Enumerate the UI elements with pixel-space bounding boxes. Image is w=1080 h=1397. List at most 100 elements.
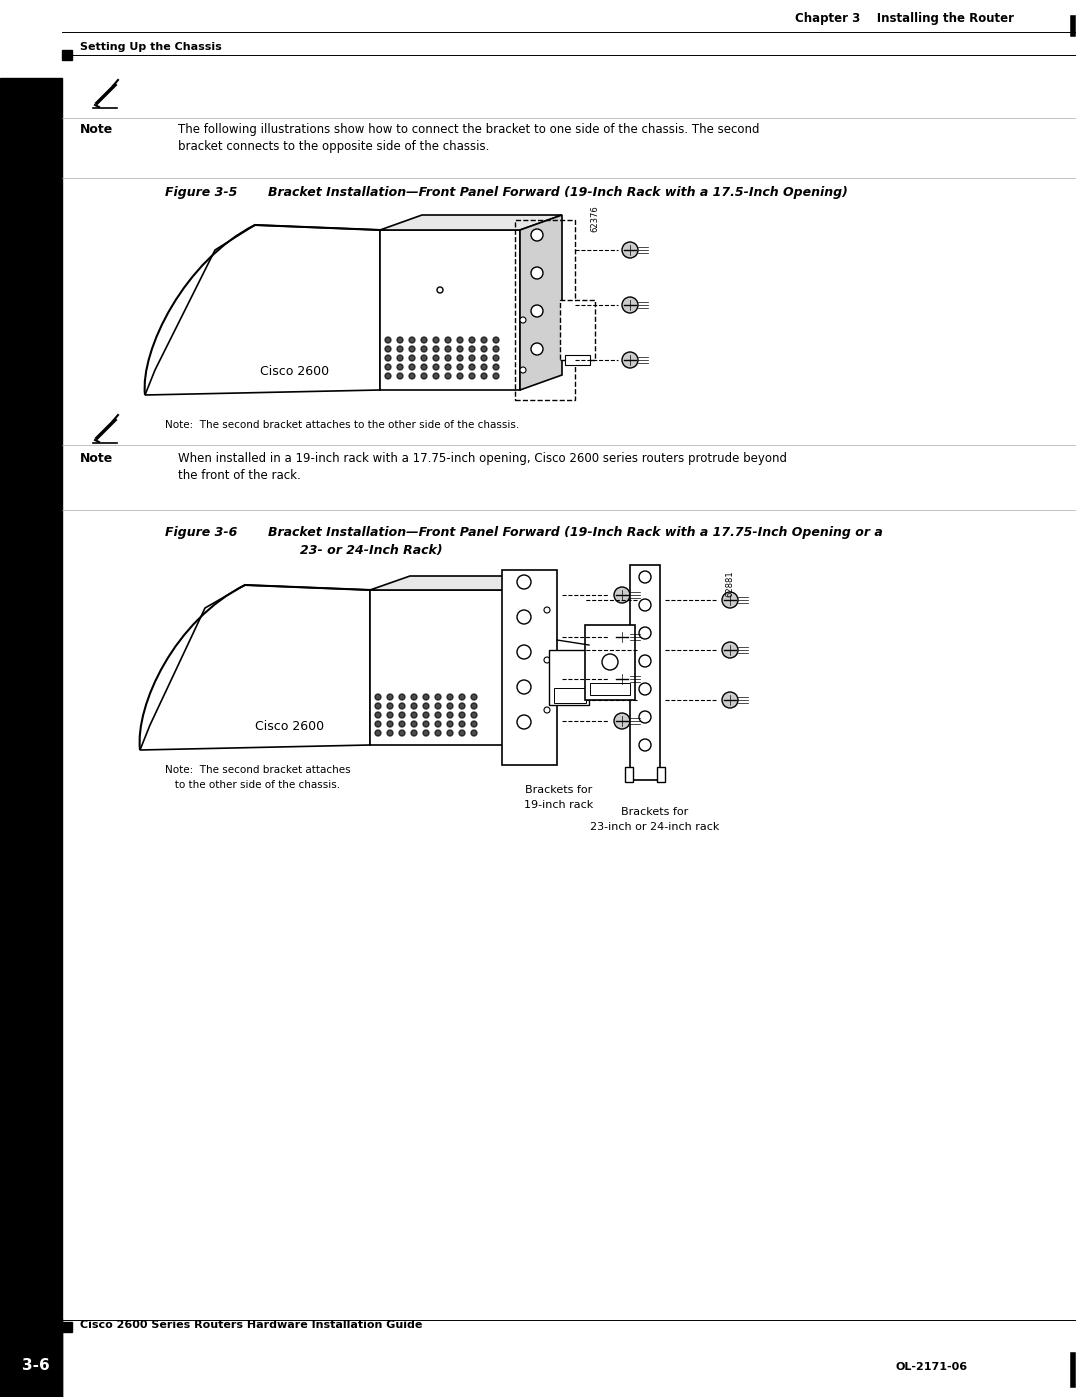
Circle shape [492,346,499,352]
Circle shape [423,731,429,736]
Circle shape [517,610,531,624]
Circle shape [531,229,543,242]
Circle shape [387,703,393,710]
Circle shape [421,365,427,370]
Circle shape [411,694,417,700]
Circle shape [409,365,415,370]
Circle shape [471,721,477,726]
Circle shape [375,712,381,718]
Text: 23- or 24-Inch Rack): 23- or 24-Inch Rack) [300,543,443,557]
Circle shape [517,576,531,590]
Circle shape [397,355,403,360]
Circle shape [409,337,415,344]
Bar [625,767,633,782]
Bar [554,687,586,703]
Polygon shape [140,585,370,750]
Circle shape [397,365,403,370]
Circle shape [423,694,429,700]
Bar [561,300,595,360]
Circle shape [459,721,465,726]
Circle shape [639,683,651,694]
Circle shape [433,346,438,352]
Circle shape [622,242,638,258]
Circle shape [447,703,453,710]
Text: Bracket Installation—Front Panel Forward (19-Inch Rack with a 17.75-Inch Opening: Bracket Installation—Front Panel Forward… [268,527,882,539]
Circle shape [421,355,427,360]
Circle shape [397,373,403,379]
Circle shape [435,694,441,700]
Circle shape [723,592,738,608]
Circle shape [445,365,451,370]
Circle shape [409,346,415,352]
Text: Chapter 3    Installing the Router: Chapter 3 Installing the Router [795,13,1014,25]
Circle shape [384,346,391,352]
Text: Cisco 2600: Cisco 2600 [260,365,329,379]
Bar [657,767,665,782]
Circle shape [423,703,429,710]
Circle shape [517,645,531,659]
Circle shape [384,355,391,360]
Circle shape [384,373,391,379]
Text: 62881: 62881 [725,570,734,597]
Circle shape [399,721,405,726]
Bar [590,683,630,694]
Circle shape [492,355,499,360]
Circle shape [375,703,381,710]
Circle shape [469,346,475,352]
Polygon shape [519,215,562,390]
Circle shape [399,731,405,736]
Bar [515,219,575,400]
Text: 19-inch rack: 19-inch rack [525,800,594,810]
Circle shape [622,298,638,313]
Circle shape [639,599,651,610]
Circle shape [411,712,417,718]
Circle shape [457,373,463,379]
Circle shape [384,365,391,370]
Circle shape [375,721,381,726]
Bar [502,570,557,766]
Circle shape [544,608,550,613]
Circle shape [409,373,415,379]
Circle shape [375,731,381,736]
Circle shape [615,671,630,687]
Circle shape [471,703,477,710]
Circle shape [517,680,531,694]
Circle shape [471,694,477,700]
Text: When installed in a 19-inch rack with a 17.75-inch opening, Cisco 2600 series ro: When installed in a 19-inch rack with a … [178,453,787,465]
Circle shape [421,373,427,379]
Circle shape [447,712,453,718]
Text: 23-inch or 24-inch rack: 23-inch or 24-inch rack [591,821,719,833]
Bar [630,564,660,780]
Circle shape [517,715,531,729]
Circle shape [387,721,393,726]
Circle shape [445,337,451,344]
Circle shape [433,373,438,379]
Circle shape [459,703,465,710]
Circle shape [457,365,463,370]
Circle shape [544,707,550,712]
Polygon shape [370,576,550,590]
Text: Brackets for: Brackets for [525,785,593,795]
Bar [370,590,510,745]
Circle shape [457,355,463,360]
Text: Bracket Installation—Front Panel Forward (19-Inch Rack with a 17.5-Inch Opening): Bracket Installation—Front Panel Forward… [268,186,848,198]
Circle shape [447,731,453,736]
Circle shape [399,712,405,718]
Circle shape [492,365,499,370]
Bar [549,650,589,705]
Circle shape [481,355,487,360]
Circle shape [723,643,738,658]
Polygon shape [510,576,550,745]
Circle shape [481,373,487,379]
Circle shape [435,721,441,726]
Circle shape [397,337,403,344]
Text: 3-6: 3-6 [22,1358,50,1373]
Circle shape [421,337,427,344]
Circle shape [469,365,475,370]
Text: Figure 3-5: Figure 3-5 [165,186,238,198]
Circle shape [423,721,429,726]
Circle shape [409,355,415,360]
Circle shape [387,694,393,700]
Circle shape [531,305,543,317]
Circle shape [435,712,441,718]
